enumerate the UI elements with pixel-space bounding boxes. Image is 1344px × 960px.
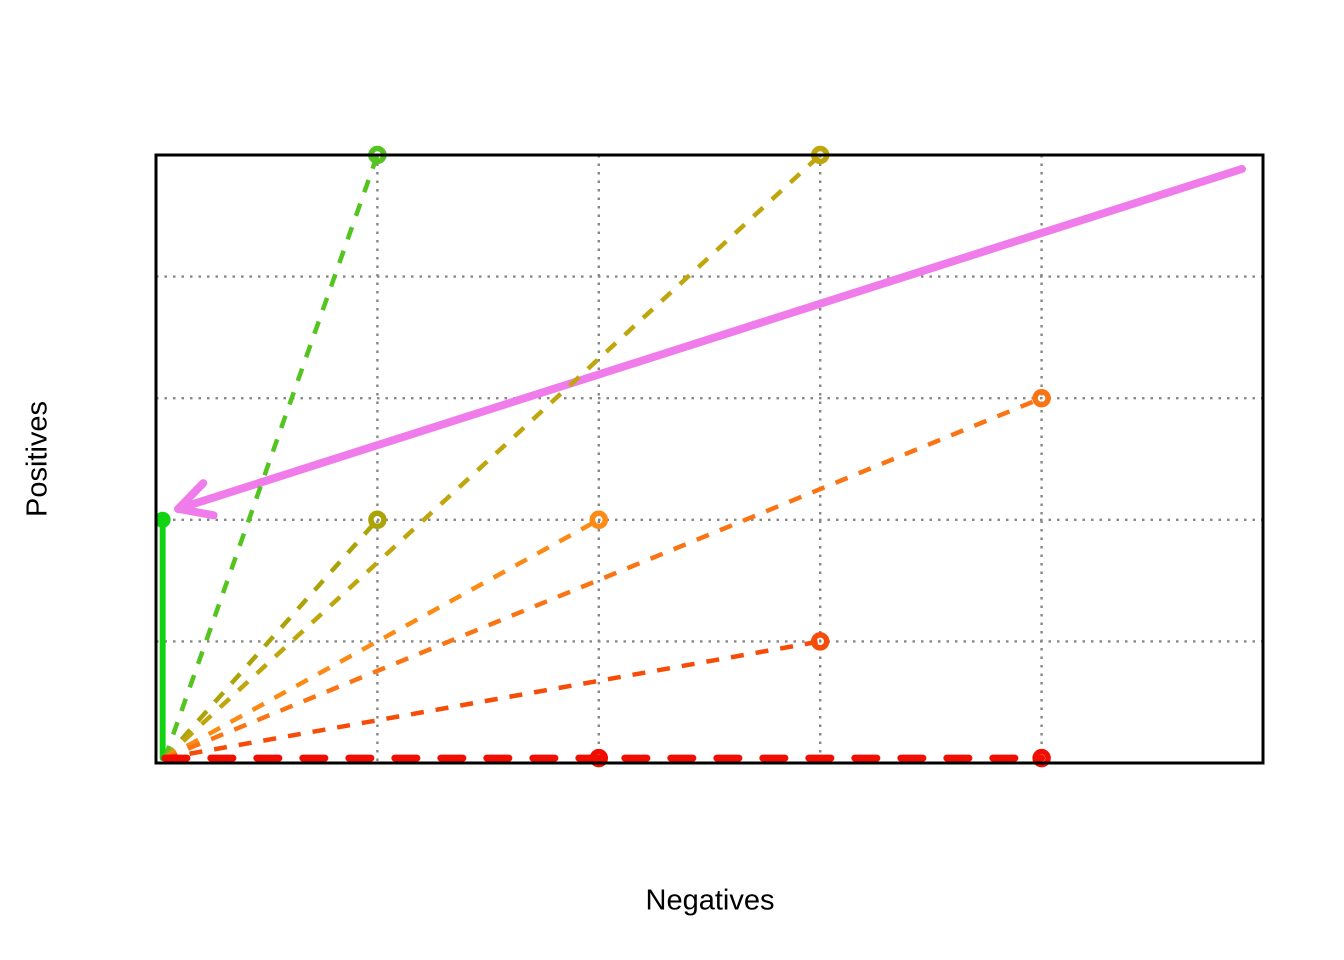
- marker-open-orange-dashed-far: [1032, 388, 1051, 408]
- improvement-arrow-head: [174, 504, 218, 520]
- y-axis-label: Positives: [21, 400, 54, 518]
- plot-border: [154, 153, 1265, 765]
- marker-open-red-dashed-bottom: [1032, 748, 1051, 768]
- series-line-orange-dashed-mid: [163, 517, 600, 761]
- x-axis-label: Negatives: [645, 884, 775, 917]
- marker-filled-solid-green-vertical: [154, 511, 171, 528]
- marker-open-red-dashed-bottom: [589, 748, 609, 768]
- series-line-green-dashed: [162, 154, 380, 759]
- series-line-olive-dashed-steep: [163, 518, 380, 760]
- improvement-arrow-shaft: [174, 164, 1246, 513]
- marker-open-olive-dashed-steep: [368, 510, 387, 530]
- series-line-orange-dashed-far: [164, 396, 1043, 761]
- series-line-orangered-dashed: [164, 639, 821, 761]
- marker-open-orange-dashed-mid: [589, 510, 609, 530]
- improvement-arrow-head: [174, 479, 208, 513]
- marker-open-orangered-dashed: [810, 632, 830, 651]
